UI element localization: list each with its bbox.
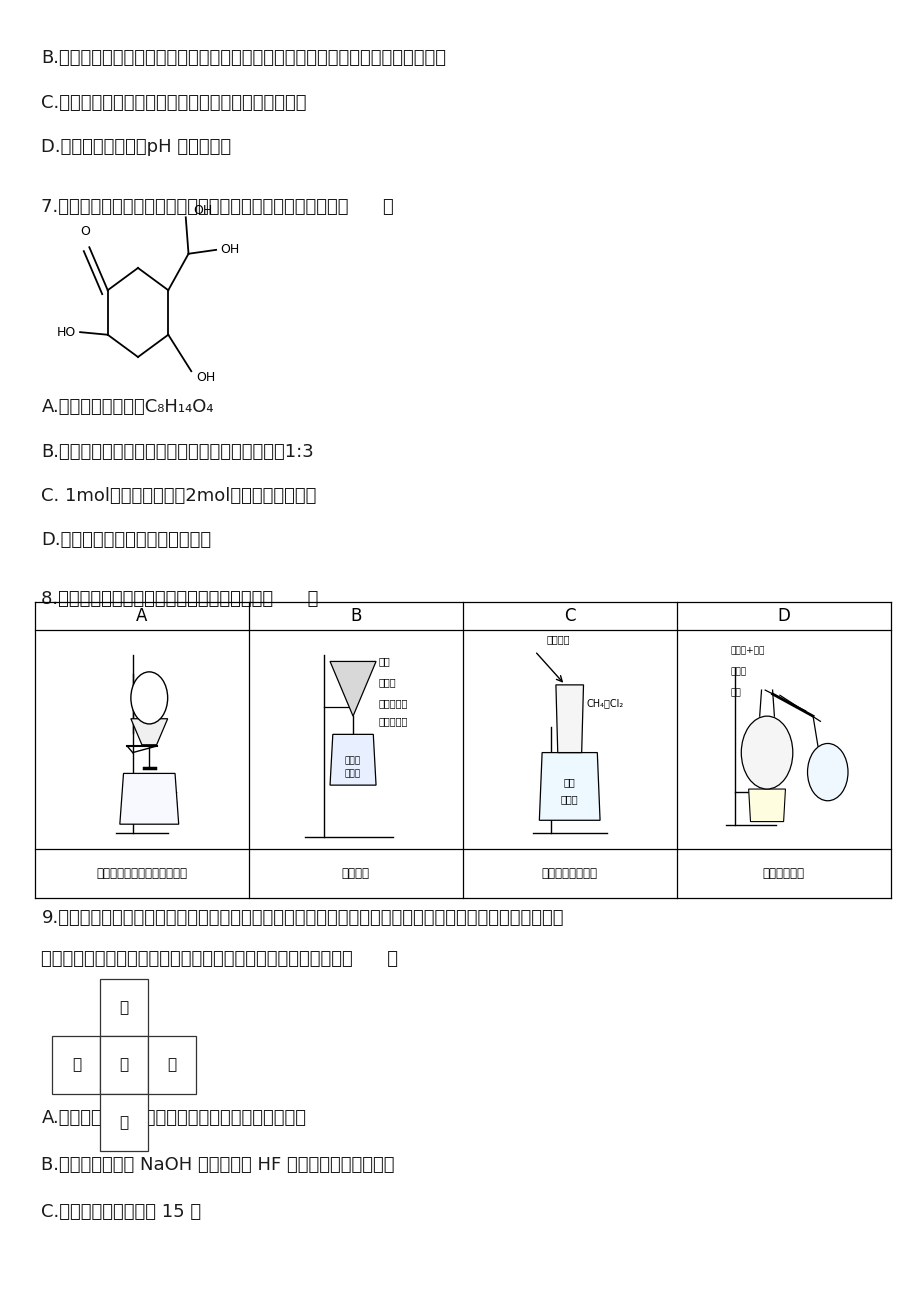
Text: 装冷水: 装冷水 xyxy=(345,756,361,764)
Text: 丁: 丁 xyxy=(119,1000,129,1016)
Text: 食盐水: 食盐水 xyxy=(561,794,578,805)
Text: 浓硫酸: 浓硫酸 xyxy=(730,668,745,676)
Text: 制取乙酸乙酯: 制取乙酸乙酯 xyxy=(762,867,804,880)
Bar xyxy=(52,1036,100,1094)
Text: 甲烷与氯气的反应: 甲烷与氯气的反应 xyxy=(541,867,597,880)
Text: 的烧杯: 的烧杯 xyxy=(345,769,361,777)
Text: OH: OH xyxy=(221,243,240,256)
Text: OH: OH xyxy=(193,204,212,217)
Text: 冰乙酸+乙醇: 冰乙酸+乙醇 xyxy=(730,647,764,655)
Text: B: B xyxy=(350,607,361,625)
Polygon shape xyxy=(539,753,599,820)
Polygon shape xyxy=(330,734,376,785)
Text: A: A xyxy=(136,607,147,625)
Text: A.该有机物分子式为C₈H₁₄O₄: A.该有机物分子式为C₈H₁₄O₄ xyxy=(41,398,213,417)
Text: 粉的混合物: 粉的混合物 xyxy=(379,716,408,727)
Text: 瓷片: 瓷片 xyxy=(730,689,740,697)
Ellipse shape xyxy=(130,672,167,724)
Text: A.五种元素中最高价氧化物对应的水化物酸性，丁最强: A.五种元素中最高价氧化物对应的水化物酸性，丁最强 xyxy=(41,1109,306,1128)
Text: D: D xyxy=(777,607,789,625)
Text: 戊: 戊 xyxy=(119,1115,129,1130)
Bar xyxy=(100,1094,148,1151)
Text: 7.某有机物的键线式如图，下列有关该有机物的说法正确的是（      ）: 7.某有机物的键线式如图，下列有关该有机物的说法正确的是（ ） xyxy=(41,198,393,216)
Text: OH: OH xyxy=(196,371,215,384)
Text: C.将铜片在酒精灯上加热后插入丙溶液，铜片质量增加: C.将铜片在酒精灯上加热后插入丙溶液，铜片质量增加 xyxy=(41,94,307,112)
Text: B.乙的氧化物既与 NaOH 反应，也与 HF 反应，其为两性氧化物: B.乙的氧化物既与 NaOH 反应，也与 HF 反应，其为两性氧化物 xyxy=(41,1156,394,1174)
Polygon shape xyxy=(130,719,167,745)
Text: D.该有机物中所有碳原子可以共面: D.该有机物中所有碳原子可以共面 xyxy=(41,531,211,549)
Text: 饱和: 饱和 xyxy=(563,777,575,788)
Text: O: O xyxy=(80,225,89,238)
Text: CH₄和Cl₂: CH₄和Cl₂ xyxy=(585,698,623,708)
Polygon shape xyxy=(119,773,178,824)
Polygon shape xyxy=(330,661,376,716)
Text: 9.有五种主族元素位于元素周期表前四周期，其位置关系如图所示，乙是一种亲氧元素，在自然界中无单质形: 9.有五种主族元素位于元素周期表前四周期，其位置关系如图所示，乙是一种亲氧元素，… xyxy=(41,909,563,927)
Text: B.乙可使溴的四氯化碳溶液褪色，也可使酸性高锰酸钾溶液褪色，二者褪色原理相似: B.乙可使溴的四氯化碳溶液褪色，也可使酸性高锰酸钾溶液褪色，二者褪色原理相似 xyxy=(41,49,446,68)
Text: 铝热反应: 铝热反应 xyxy=(342,867,369,880)
Text: 式存在，以化合物形态存在于岩石和土壤中，下列说法正确的是（      ）: 式存在，以化合物形态存在于岩石和土壤中，下列说法正确的是（ ） xyxy=(41,950,398,969)
Text: 氯酸钾: 氯酸钾 xyxy=(379,677,396,687)
Text: 乙: 乙 xyxy=(119,1057,129,1073)
Bar xyxy=(148,1036,196,1094)
Text: 日光直射: 日光直射 xyxy=(546,634,570,644)
Text: 分离乙酸乙酯与饱和碳酸溶液: 分离乙酸乙酯与饱和碳酸溶液 xyxy=(96,867,187,880)
Text: 氧化铁和铝: 氧化铁和铝 xyxy=(379,698,408,708)
Text: D.往丁中不断加水，pH 会一直增大: D.往丁中不断加水，pH 会一直增大 xyxy=(41,138,232,156)
Text: C: C xyxy=(563,607,575,625)
Bar xyxy=(100,979,148,1036)
Text: HO: HO xyxy=(56,326,75,339)
Circle shape xyxy=(741,716,792,789)
Text: C. 1mol该有机物可以与2mol氢气发生加成反应: C. 1mol该有机物可以与2mol氢气发生加成反应 xyxy=(41,487,316,505)
Text: 甲: 甲 xyxy=(72,1057,81,1073)
Text: B.该有机物与钠完全反应时，二者物质的量之比为1:3: B.该有机物与钠完全反应时，二者物质的量之比为1:3 xyxy=(41,443,313,461)
Text: C.丙元素位于周期表第 15 列: C.丙元素位于周期表第 15 列 xyxy=(41,1203,201,1221)
Polygon shape xyxy=(748,789,785,822)
Text: Na₂CO₃
溶液: Na₂CO₃ 溶液 xyxy=(813,763,841,781)
Text: 镁条: 镁条 xyxy=(379,656,391,667)
Text: 丙: 丙 xyxy=(167,1057,176,1073)
Circle shape xyxy=(807,743,847,801)
Text: 8.下列选用的装置和操作能达到实验目的的是（      ）: 8.下列选用的装置和操作能达到实验目的的是（ ） xyxy=(41,590,318,608)
Polygon shape xyxy=(555,685,583,753)
Bar xyxy=(100,1036,148,1094)
